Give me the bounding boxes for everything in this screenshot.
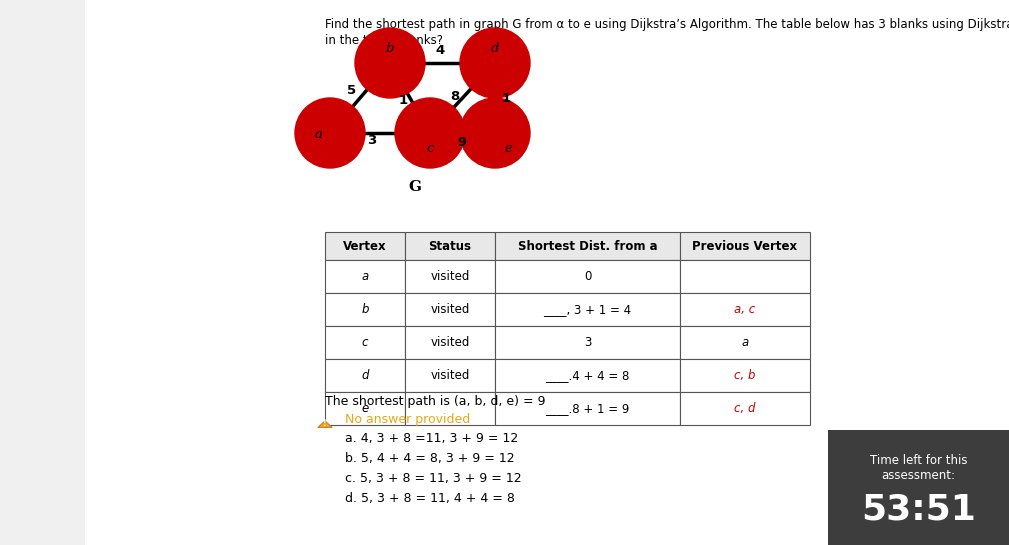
Bar bbox=[680, 260, 810, 293]
Text: Previous Vertex: Previous Vertex bbox=[692, 239, 797, 252]
Text: 3: 3 bbox=[584, 336, 591, 349]
Text: e: e bbox=[361, 402, 368, 415]
Circle shape bbox=[460, 28, 530, 98]
Circle shape bbox=[460, 98, 530, 168]
Circle shape bbox=[295, 98, 365, 168]
Bar bbox=[828, 430, 1009, 545]
Polygon shape bbox=[318, 421, 332, 427]
Text: e: e bbox=[504, 142, 512, 155]
Bar bbox=[495, 293, 680, 326]
Text: a: a bbox=[361, 270, 368, 283]
Text: 3: 3 bbox=[367, 134, 376, 147]
Text: visited: visited bbox=[430, 303, 469, 316]
Text: c: c bbox=[362, 336, 368, 349]
Bar bbox=[325, 232, 405, 260]
Text: Find the shortest path in graph G from α to e using Dijkstra’s Algorithm. The ta: Find the shortest path in graph G from α… bbox=[325, 18, 1009, 31]
Text: a: a bbox=[742, 336, 749, 349]
Bar bbox=[405, 326, 495, 359]
Text: 5: 5 bbox=[347, 83, 356, 96]
Text: G: G bbox=[409, 180, 422, 194]
Bar bbox=[325, 359, 405, 392]
Text: The shortest path is (a, b, d, e) = 9: The shortest path is (a, b, d, e) = 9 bbox=[325, 395, 546, 408]
Bar bbox=[495, 392, 680, 425]
Text: No answer provided: No answer provided bbox=[345, 413, 470, 426]
Bar bbox=[325, 392, 405, 425]
Text: c, d: c, d bbox=[735, 402, 756, 415]
Text: b: b bbox=[385, 43, 395, 56]
Text: ____.4 + 4 = 8: ____.4 + 4 = 8 bbox=[545, 369, 630, 382]
Bar bbox=[495, 359, 680, 392]
Text: Shortest Dist. from a: Shortest Dist. from a bbox=[518, 239, 657, 252]
Bar bbox=[680, 359, 810, 392]
Text: visited: visited bbox=[430, 336, 469, 349]
Text: a. 4, 3 + 8 =11, 3 + 9 = 12: a. 4, 3 + 8 =11, 3 + 9 = 12 bbox=[345, 432, 519, 445]
Bar bbox=[495, 326, 680, 359]
Text: Status: Status bbox=[429, 239, 471, 252]
Bar bbox=[495, 232, 680, 260]
Text: a, c: a, c bbox=[735, 303, 756, 316]
Text: ____, 3 + 1 = 4: ____, 3 + 1 = 4 bbox=[544, 303, 632, 316]
Text: Vertex: Vertex bbox=[343, 239, 386, 252]
Bar bbox=[680, 293, 810, 326]
Circle shape bbox=[395, 98, 465, 168]
Text: d: d bbox=[361, 369, 368, 382]
Text: b. 5, 4 + 4 = 8, 3 + 9 = 12: b. 5, 4 + 4 = 8, 3 + 9 = 12 bbox=[345, 452, 515, 465]
Bar bbox=[405, 392, 495, 425]
Text: 1: 1 bbox=[399, 94, 408, 106]
Text: visited: visited bbox=[430, 270, 469, 283]
Text: !: ! bbox=[323, 419, 327, 427]
Bar bbox=[680, 232, 810, 260]
Circle shape bbox=[355, 28, 425, 98]
Bar bbox=[325, 260, 405, 293]
Text: c: c bbox=[427, 142, 434, 155]
Text: 9: 9 bbox=[457, 136, 466, 149]
Bar bbox=[495, 260, 680, 293]
Bar bbox=[405, 293, 495, 326]
Text: d: d bbox=[490, 43, 499, 56]
Text: 53:51: 53:51 bbox=[861, 493, 976, 527]
Bar bbox=[0, 0, 85, 545]
Text: a: a bbox=[314, 128, 322, 141]
Bar bbox=[325, 293, 405, 326]
Bar bbox=[405, 359, 495, 392]
Text: 0: 0 bbox=[584, 270, 591, 283]
Text: c. 5, 3 + 8 = 11, 3 + 9 = 12: c. 5, 3 + 8 = 11, 3 + 9 = 12 bbox=[345, 472, 522, 485]
Text: 1: 1 bbox=[501, 92, 511, 105]
Text: 4: 4 bbox=[435, 44, 445, 57]
Text: c, b: c, b bbox=[735, 369, 756, 382]
Bar bbox=[405, 232, 495, 260]
Text: in the three blanks?: in the three blanks? bbox=[325, 34, 443, 47]
Bar bbox=[680, 392, 810, 425]
Text: b: b bbox=[361, 303, 368, 316]
Text: ____.8 + 1 = 9: ____.8 + 1 = 9 bbox=[545, 402, 630, 415]
Bar bbox=[680, 326, 810, 359]
Text: d. 5, 3 + 8 = 11, 4 + 4 = 8: d. 5, 3 + 8 = 11, 4 + 4 = 8 bbox=[345, 492, 515, 505]
Bar bbox=[405, 260, 495, 293]
Bar bbox=[325, 326, 405, 359]
Text: 8: 8 bbox=[450, 90, 460, 104]
Text: visited: visited bbox=[430, 369, 469, 382]
Text: Time left for this
assessment:: Time left for this assessment: bbox=[870, 454, 968, 482]
